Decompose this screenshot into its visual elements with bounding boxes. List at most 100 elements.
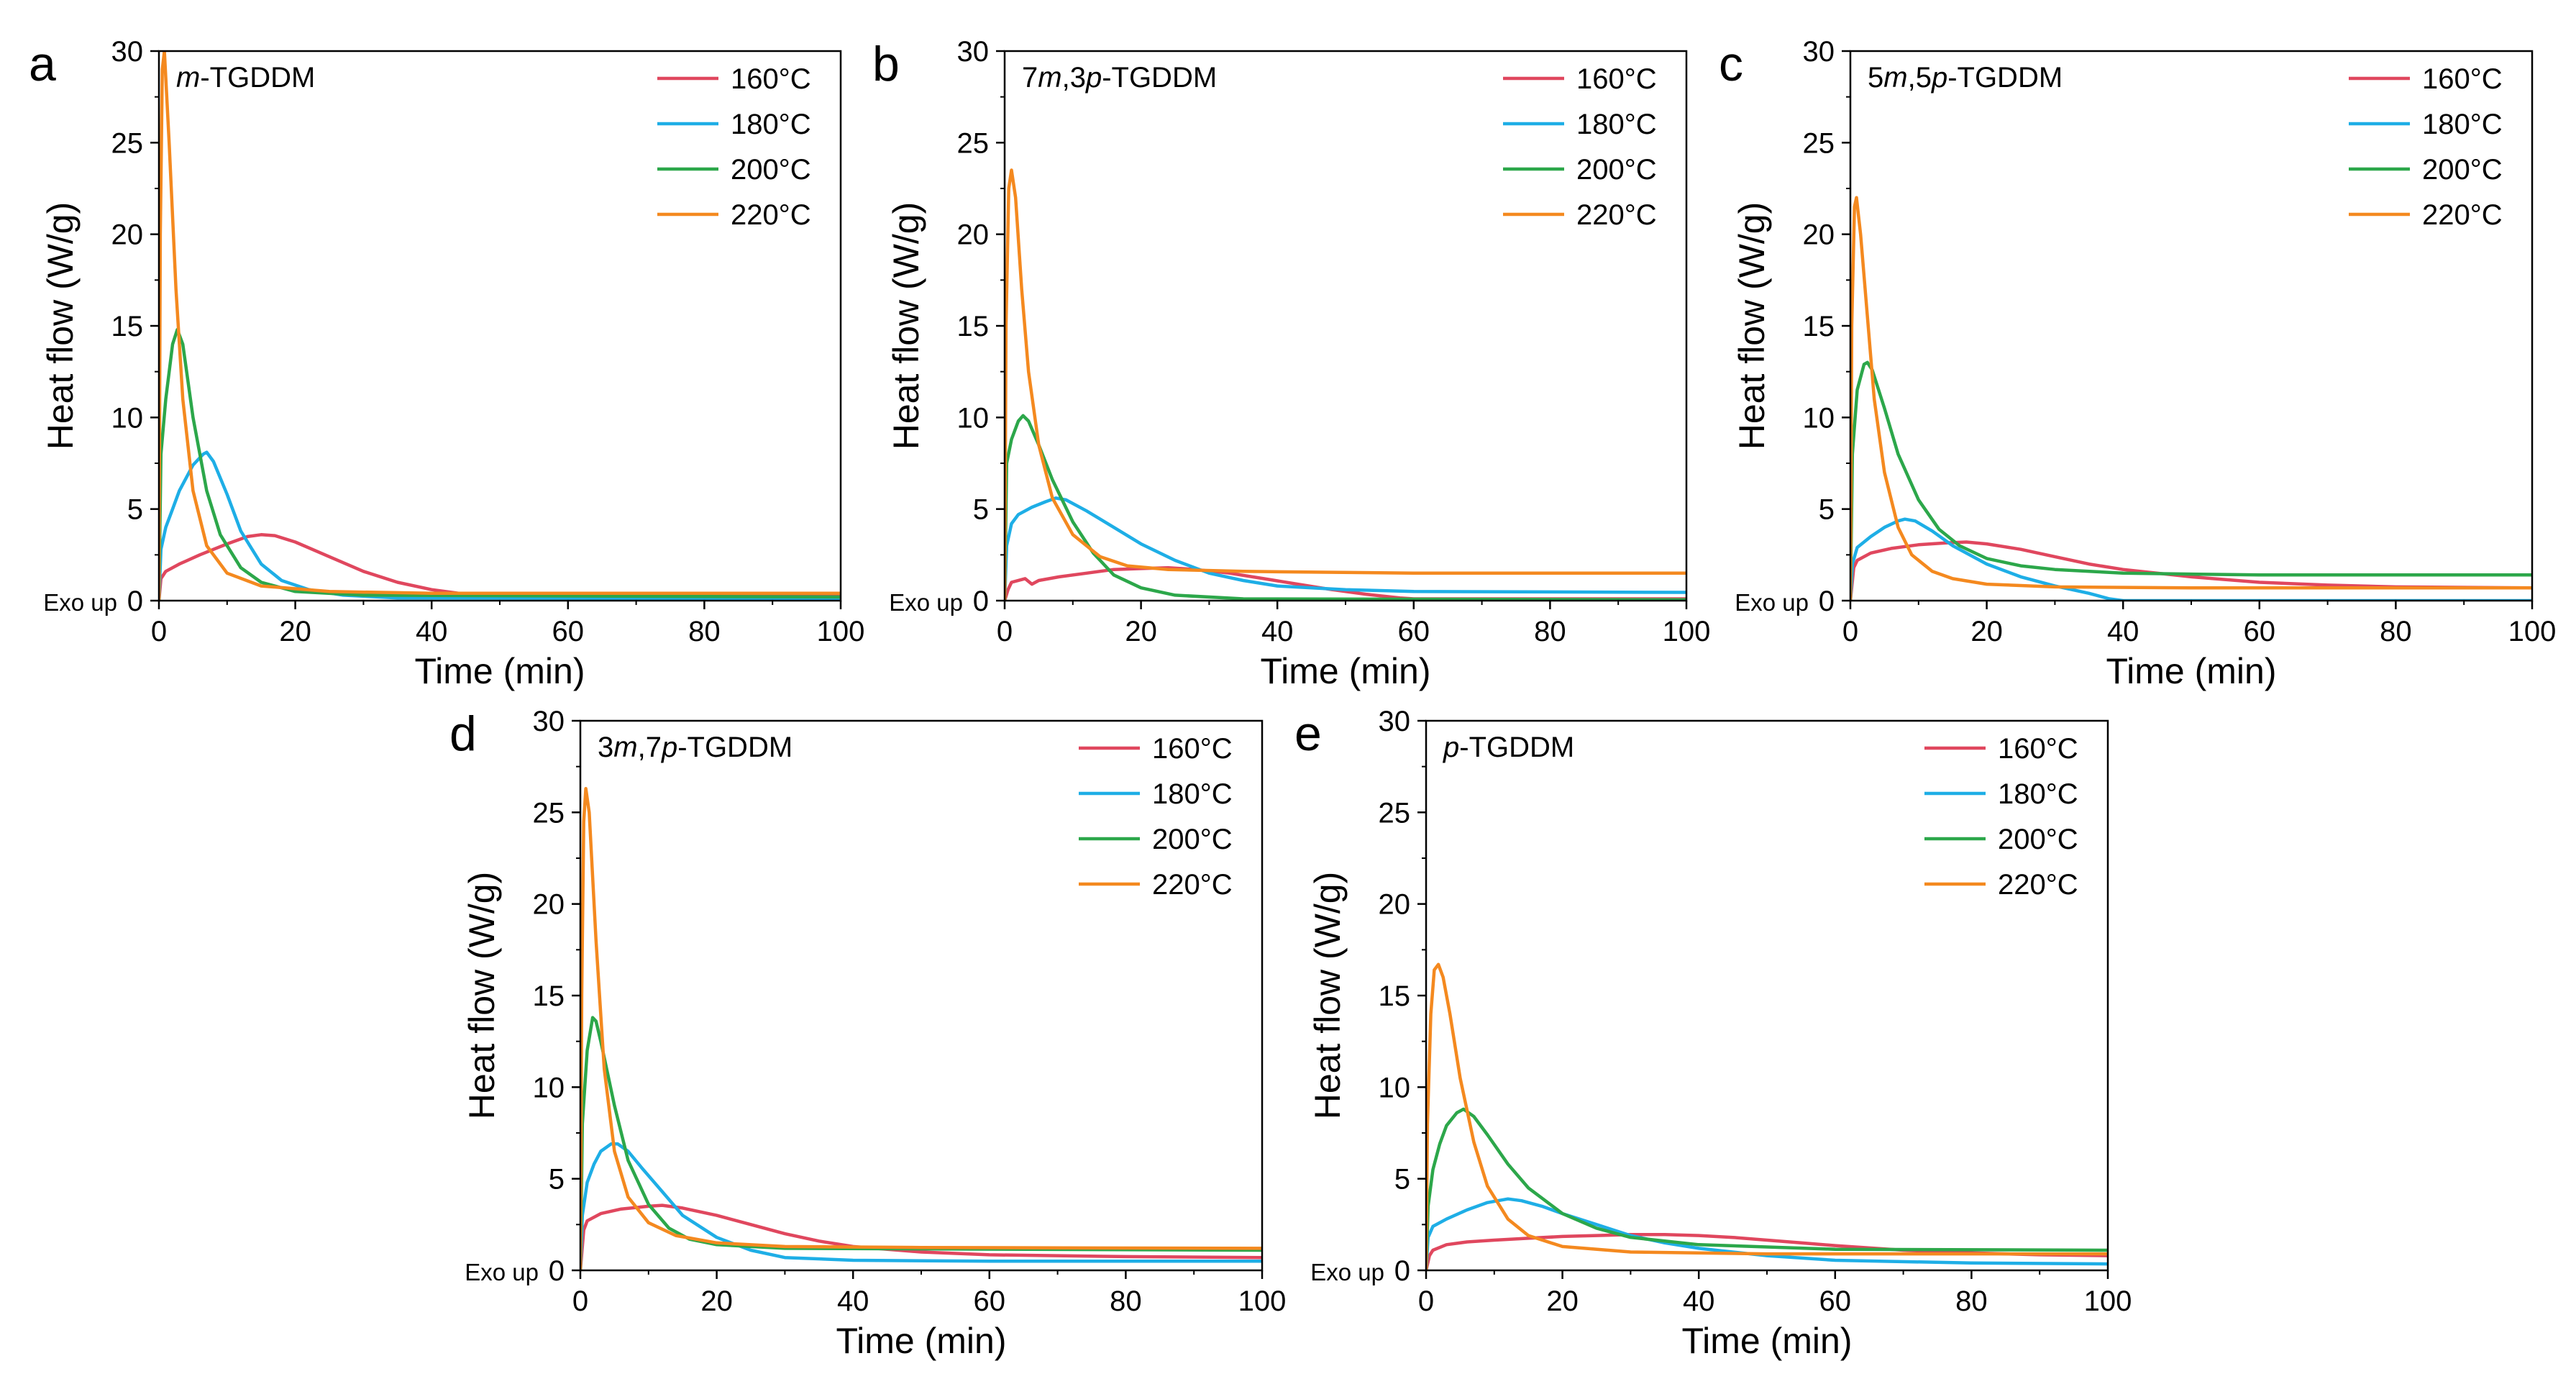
panel-c: c 0 20 40 60 80 100 0 5 10 15 20 25 30 Exo up Time (min… xyxy=(1719,36,2556,691)
series-line-220C xyxy=(580,786,1262,1270)
y-tick-label: 15 xyxy=(1379,980,1411,1012)
y-tick-label: 5 xyxy=(127,494,143,526)
y-tick-label: 10 xyxy=(1803,402,1835,434)
y-tick-label: 30 xyxy=(1379,706,1411,737)
y-tick-label: 20 xyxy=(111,219,144,251)
exo-up-label: Exo up xyxy=(1735,589,1809,616)
series-line-180C xyxy=(1005,496,1686,601)
x-tick-label: 40 xyxy=(1683,1285,1715,1317)
x-tick-label: 80 xyxy=(688,616,721,647)
panel-label: b xyxy=(872,37,900,91)
x-tick-label: 60 xyxy=(974,1285,1006,1317)
series-line-220C xyxy=(1850,196,2532,601)
legend-entry: 160°C xyxy=(731,63,811,95)
series-line-200C xyxy=(580,1016,1262,1270)
series-line-220C xyxy=(1426,962,2108,1270)
legend-entry: 200°C xyxy=(1998,824,2078,855)
panel-label: a xyxy=(29,37,56,91)
y-tick-label: 10 xyxy=(1379,1072,1411,1103)
y-axis-title: Heat flow (W/g) xyxy=(462,872,502,1120)
exo-up-label: Exo up xyxy=(465,1259,539,1285)
sample-title: 3m,7p-TGDDM xyxy=(598,732,793,763)
legend: 160°C 180°C 200°C 220°C xyxy=(1503,63,1657,231)
y-tick-label: 0 xyxy=(127,586,143,617)
x-tick-label: 20 xyxy=(700,1285,733,1317)
y-tick-label: 0 xyxy=(1819,586,1835,617)
legend: 160°C 180°C 200°C 220°C xyxy=(657,63,811,231)
y-tick-label: 5 xyxy=(1819,494,1835,526)
y-axis-title: Heat flow (W/g) xyxy=(40,202,81,450)
x-tick-label: 40 xyxy=(837,1285,869,1317)
legend-entry: 180°C xyxy=(731,109,811,140)
x-tick-label: 60 xyxy=(552,616,585,647)
y-tick-label: 20 xyxy=(1379,889,1411,921)
y-tick-label: 25 xyxy=(1379,797,1411,829)
panel-e: e 0 20 40 60 80 100 0 5 10 15 20 25 30 Exo up Time (min… xyxy=(1294,706,2132,1361)
y-tick-label: 0 xyxy=(1394,1255,1410,1287)
y-tick-label: 25 xyxy=(1803,127,1835,159)
x-axis-title: Time (min) xyxy=(1681,1321,1852,1361)
x-tick-label: 80 xyxy=(1955,1285,1988,1317)
x-tick-label: 100 xyxy=(2508,616,2557,647)
legend-entry: 180°C xyxy=(1576,109,1657,140)
series-line-160C xyxy=(159,533,841,601)
legend-entry: 220°C xyxy=(1152,869,1233,901)
y-tick-label: 5 xyxy=(549,1164,565,1196)
y-axis-title: Heat flow (W/g) xyxy=(1307,872,1348,1120)
y-tick-label: 0 xyxy=(973,586,989,617)
x-tick-label: 100 xyxy=(1238,1285,1287,1317)
panel-label: d xyxy=(449,706,477,761)
y-tick-label: 25 xyxy=(111,127,144,159)
x-tick-label: 80 xyxy=(2380,616,2412,647)
sample-title: 7m,3p-TGDDM xyxy=(1022,62,1217,94)
series-line-220C xyxy=(159,51,841,601)
y-tick-label: 0 xyxy=(549,1255,565,1287)
y-tick-label: 30 xyxy=(111,36,144,68)
x-tick-label: 100 xyxy=(817,616,865,647)
y-tick-label: 25 xyxy=(533,797,565,829)
legend: 160°C 180°C 200°C 220°C xyxy=(2349,63,2503,231)
exo-up-label: Exo up xyxy=(1310,1259,1384,1285)
panel-label: e xyxy=(1294,706,1322,761)
series-line-180C xyxy=(159,450,841,601)
x-tick-label: 40 xyxy=(416,616,448,647)
series-line-180C xyxy=(580,1142,1262,1270)
y-tick-label: 25 xyxy=(957,127,990,159)
legend: 160°C 180°C 200°C 220°C xyxy=(1924,733,2078,901)
legend: 160°C 180°C 200°C 220°C xyxy=(1079,733,1233,901)
legend-entry: 220°C xyxy=(2422,199,2503,231)
series-line-220C xyxy=(1005,168,1686,601)
x-tick-label: 100 xyxy=(2084,1285,2132,1317)
series-line-200C xyxy=(1850,360,2532,601)
legend-entry: 220°C xyxy=(731,199,811,231)
y-axis-title: Heat flow (W/g) xyxy=(1732,202,1772,450)
legend-entry: 180°C xyxy=(2422,109,2503,140)
legend-entry: 200°C xyxy=(2422,154,2503,186)
series-line-180C xyxy=(1850,517,2532,601)
legend-entry: 180°C xyxy=(1152,778,1233,810)
legend-entry: 160°C xyxy=(1152,733,1233,765)
y-tick-label: 30 xyxy=(957,36,990,68)
sample-title: 5m,5p-TGDDM xyxy=(1868,62,2063,94)
x-tick-label: 20 xyxy=(1970,616,2003,647)
legend-entry: 220°C xyxy=(1998,869,2078,901)
x-tick-label: 0 xyxy=(151,616,167,647)
series-line-200C xyxy=(159,327,841,601)
panel-a: a 0 20 40 60 80 100 0 5 10 15 20 25 30 Exo up Time (min… xyxy=(29,36,864,691)
y-axis-title: Heat flow (W/g) xyxy=(886,202,926,450)
legend-entry: 220°C xyxy=(1576,199,1657,231)
legend-entry: 160°C xyxy=(2422,63,2503,95)
y-tick-label: 10 xyxy=(533,1072,565,1103)
legend-entry: 160°C xyxy=(1576,63,1657,95)
y-tick-label: 10 xyxy=(957,402,990,434)
x-tick-label: 60 xyxy=(2244,616,2276,647)
y-tick-label: 15 xyxy=(111,311,144,342)
x-tick-label: 0 xyxy=(997,616,1013,647)
x-tick-label: 20 xyxy=(1125,616,1157,647)
exo-up-label: Exo up xyxy=(43,589,117,616)
x-tick-label: 0 xyxy=(1418,1285,1434,1317)
y-tick-label: 20 xyxy=(957,219,990,251)
x-tick-label: 40 xyxy=(1261,616,1294,647)
x-tick-label: 80 xyxy=(1110,1285,1142,1317)
